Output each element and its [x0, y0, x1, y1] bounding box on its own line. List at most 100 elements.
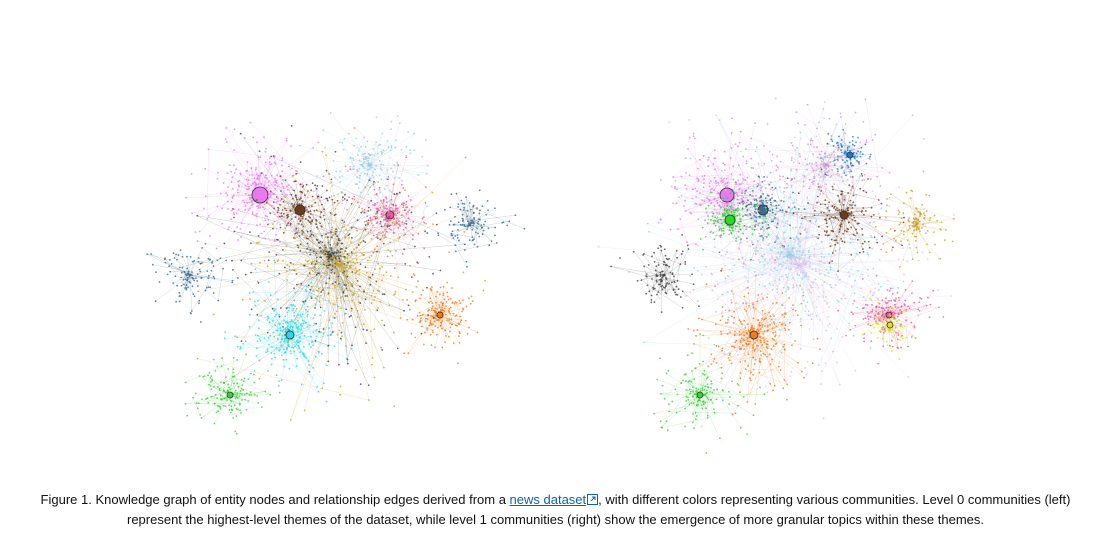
- node: [253, 381, 256, 384]
- node: [444, 313, 447, 316]
- node: [373, 204, 376, 207]
- node: [273, 220, 276, 223]
- node: [376, 222, 378, 225]
- node: [339, 337, 342, 340]
- edge: [334, 264, 341, 314]
- node: [470, 295, 473, 298]
- node: [285, 347, 288, 349]
- edge: [384, 222, 397, 226]
- node: [378, 209, 380, 212]
- node: [235, 396, 238, 398]
- node: [327, 253, 330, 256]
- node: [390, 206, 392, 209]
- node: [299, 197, 302, 200]
- edge: [288, 254, 331, 331]
- node: [446, 291, 449, 294]
- edge: [285, 227, 365, 291]
- node: [402, 206, 405, 209]
- node: [314, 184, 317, 187]
- node: [278, 313, 281, 316]
- node: [465, 305, 468, 308]
- node: [367, 384, 370, 387]
- node: [384, 218, 386, 221]
- node: [173, 257, 176, 259]
- node: [289, 325, 292, 328]
- edge: [329, 254, 367, 344]
- node: [267, 315, 269, 318]
- node: [389, 209, 392, 212]
- edge: [296, 197, 312, 207]
- edge: [334, 177, 341, 183]
- edge: [258, 328, 319, 392]
- edge: [329, 254, 378, 311]
- node: [399, 317, 402, 319]
- node: [248, 325, 251, 328]
- node: [396, 347, 399, 350]
- node: [220, 381, 222, 383]
- node: [424, 202, 427, 204]
- node: [281, 249, 284, 251]
- node: [385, 271, 388, 273]
- node: [389, 219, 392, 222]
- edge: [208, 160, 283, 217]
- node: [349, 260, 351, 263]
- node: [344, 256, 346, 258]
- node: [372, 183, 375, 186]
- node: [398, 191, 401, 194]
- edge: [195, 393, 218, 399]
- node: [356, 280, 359, 282]
- node: [372, 176, 375, 179]
- node: [226, 194, 229, 197]
- node: [310, 297, 313, 300]
- node: [478, 218, 481, 221]
- node: [322, 287, 325, 290]
- node: [367, 159, 369, 162]
- node: [329, 257, 332, 260]
- node: [347, 282, 350, 284]
- node: [434, 346, 436, 349]
- node: [436, 308, 438, 310]
- edge: [460, 209, 471, 226]
- edge: [185, 394, 231, 405]
- node: [341, 199, 344, 202]
- node: [298, 223, 300, 225]
- node: [302, 300, 304, 303]
- node: [285, 307, 288, 309]
- node: [378, 160, 381, 162]
- node: [287, 343, 290, 346]
- node: [283, 266, 286, 269]
- node: [237, 180, 240, 183]
- node: [311, 205, 313, 208]
- node: [469, 302, 472, 305]
- node: [222, 182, 225, 184]
- edge: [352, 158, 371, 166]
- node: [202, 375, 205, 378]
- node: [341, 322, 344, 324]
- node: [382, 293, 384, 296]
- node: [295, 172, 298, 175]
- node: [249, 391, 252, 393]
- node: [398, 224, 401, 227]
- node: [274, 183, 276, 186]
- node: [356, 176, 359, 179]
- node: [318, 287, 320, 290]
- node: [288, 345, 290, 348]
- node: [409, 264, 411, 267]
- edge: [328, 264, 341, 288]
- edge: [329, 264, 341, 321]
- node: [337, 265, 339, 267]
- node: [185, 288, 188, 291]
- node: [299, 340, 302, 343]
- node: [319, 314, 321, 317]
- edge: [307, 326, 312, 337]
- node: [451, 287, 453, 289]
- node: [354, 183, 357, 186]
- node: [393, 231, 395, 234]
- edge: [380, 223, 386, 230]
- node: [341, 335, 343, 338]
- node: [358, 167, 361, 170]
- node: [307, 237, 309, 240]
- node: [358, 289, 360, 291]
- edge: [266, 202, 331, 256]
- node: [464, 319, 467, 322]
